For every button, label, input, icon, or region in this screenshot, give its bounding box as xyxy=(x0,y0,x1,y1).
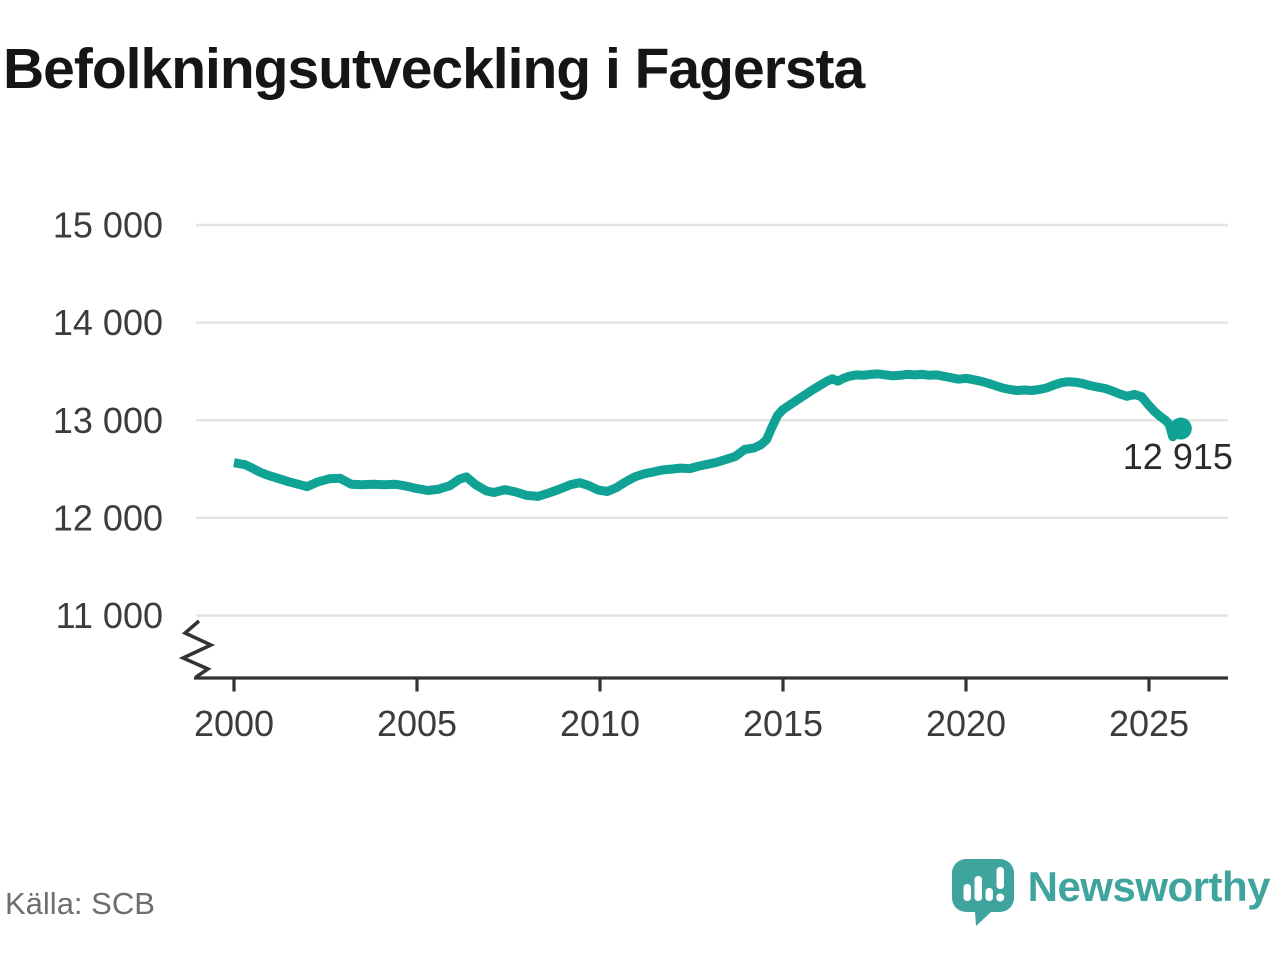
x-tick-label: 2015 xyxy=(743,703,823,744)
x-tick-label: 2010 xyxy=(560,703,640,744)
newsworthy-logo-icon xyxy=(951,859,1014,926)
logo-exclamation-bar xyxy=(996,867,1004,889)
y-axis-labels: 15 000 14 000 13 000 12 000 11 000 xyxy=(53,205,163,637)
y-tick-label: 11 000 xyxy=(56,595,163,636)
x-tick-label: 2005 xyxy=(377,703,457,744)
population-line xyxy=(233,369,1185,501)
newsworthy-logo: Newsworthy xyxy=(951,859,1271,926)
x-tick-label: 2025 xyxy=(1109,703,1189,744)
x-axis xyxy=(194,676,1228,692)
page-title: Befolkningsutveckling i Fagersta xyxy=(3,37,865,101)
end-point-dot xyxy=(1169,417,1192,440)
source-label: Källa: SCB xyxy=(5,886,155,921)
data-series: 12 915 xyxy=(233,369,1233,501)
y-tick-label: 12 000 xyxy=(53,497,163,538)
end-value-label: 12 915 xyxy=(1123,436,1233,477)
x-tick-label: 2000 xyxy=(194,703,274,744)
x-axis-labels: 2000 2005 2010 2015 2020 2025 xyxy=(194,703,1189,744)
logo-bar-1 xyxy=(963,884,971,901)
gridlines xyxy=(196,223,1228,617)
x-tick-label: 2020 xyxy=(926,703,1006,744)
newsworthy-logo-text: Newsworthy xyxy=(1027,863,1271,910)
y-axis-break-icon xyxy=(178,619,216,679)
logo-bar-3 xyxy=(985,888,993,901)
y-tick-label: 14 000 xyxy=(53,302,163,343)
y-tick-label: 15 000 xyxy=(53,205,163,246)
logo-exclamation-dot xyxy=(995,893,1004,902)
logo-bar-2 xyxy=(974,876,982,901)
y-tick-label: 13 000 xyxy=(53,400,163,441)
